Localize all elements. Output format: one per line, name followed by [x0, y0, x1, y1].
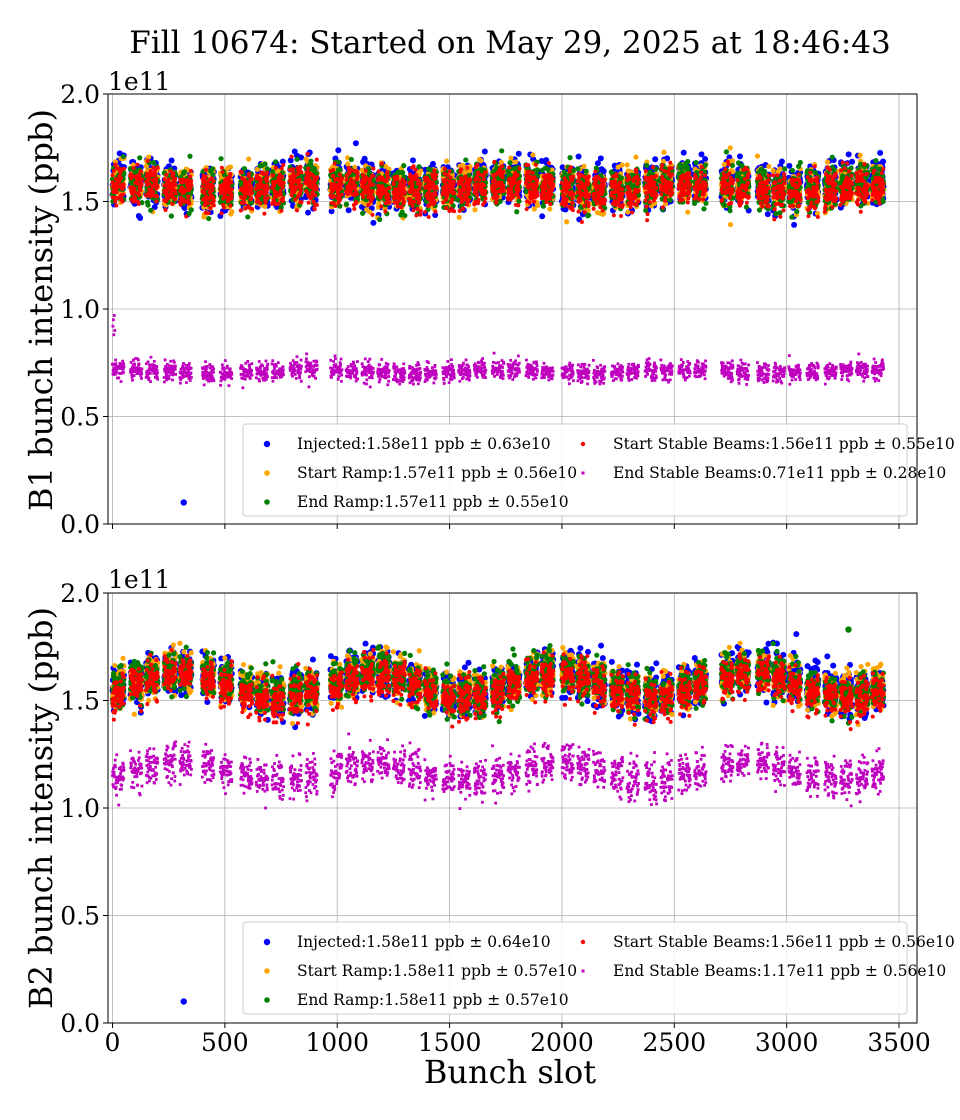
- data-point: [778, 158, 785, 165]
- data-point: [766, 163, 772, 170]
- data-point: [472, 207, 478, 213]
- data-point: [345, 161, 351, 167]
- data-point: [597, 155, 604, 162]
- data-point: [343, 201, 350, 207]
- data-point: [209, 166, 216, 172]
- data-point: [206, 215, 212, 222]
- data-point: [680, 149, 687, 156]
- data-point: [564, 219, 570, 225]
- data-point: [181, 169, 188, 175]
- data-point: [262, 161, 268, 167]
- data-point: [370, 219, 377, 226]
- data-point: [137, 155, 143, 161]
- data-point: [345, 207, 352, 214]
- outlier-point: [180, 499, 187, 506]
- data-point: [151, 159, 157, 166]
- data-point: [264, 166, 270, 172]
- data-point: [880, 158, 887, 165]
- data-point: [279, 158, 286, 165]
- data-point: [877, 149, 884, 156]
- data-point: [218, 156, 224, 162]
- data-point: [661, 149, 667, 155]
- data-point: [530, 152, 536, 158]
- data-point: [824, 159, 831, 165]
- data-point: [246, 156, 252, 162]
- data-point: [262, 203, 268, 209]
- data-point: [187, 153, 193, 159]
- data-point: [462, 170, 468, 176]
- data-point: [625, 209, 631, 215]
- data-point: [513, 159, 519, 165]
- data-point: [575, 153, 582, 160]
- data-point: [181, 204, 188, 211]
- data-point: [619, 162, 625, 168]
- data-point: [498, 159, 504, 165]
- data-point: [481, 148, 488, 155]
- data-point: [294, 156, 300, 162]
- data-point: [777, 166, 783, 172]
- data-point: [229, 209, 235, 215]
- data-point: [727, 145, 733, 151]
- data-point: [146, 154, 152, 160]
- data-point: [729, 158, 736, 164]
- data-point: [736, 153, 743, 160]
- data-point: [857, 152, 863, 158]
- data-point: [539, 213, 546, 220]
- data-point: [337, 167, 343, 173]
- data-point: [770, 168, 776, 174]
- data-point: [727, 221, 734, 228]
- data-point: [227, 164, 234, 170]
- data-point: [764, 211, 771, 218]
- data-point: [335, 147, 342, 154]
- data-point: [287, 157, 294, 164]
- data-point: [456, 214, 462, 220]
- data-point: [515, 150, 522, 157]
- data-point: [273, 159, 279, 165]
- data-point: [151, 204, 158, 211]
- data-point: [120, 153, 126, 160]
- data-point: [352, 140, 359, 147]
- data-point: [685, 209, 691, 215]
- data-point: [624, 162, 630, 168]
- data-point: [308, 158, 314, 164]
- data-point: [305, 209, 312, 216]
- data-point: [849, 158, 856, 165]
- data-point: [348, 156, 354, 163]
- data-point: [534, 202, 541, 208]
- data-point: [478, 158, 484, 164]
- data-point: [148, 207, 154, 213]
- data-point: [652, 156, 659, 163]
- data-point: [241, 166, 248, 172]
- data-point: [429, 160, 436, 167]
- data-point: [702, 155, 709, 162]
- data-point: [754, 153, 761, 159]
- chart-title: Fill 10674: Started on May 29, 2025 at 1…: [129, 25, 891, 61]
- data-point: [581, 163, 587, 169]
- data-point: [168, 157, 175, 164]
- b1-data-points: [109, 140, 887, 506]
- data-point: [444, 158, 450, 164]
- data-point: [188, 207, 194, 213]
- data-point: [245, 214, 251, 220]
- data-point: [845, 151, 852, 158]
- b1-panel: 0.00.51.01.52.0 1e11 B1 bunch intensity …: [22, 67, 955, 539]
- data-point: [409, 157, 416, 164]
- data-point: [633, 154, 639, 160]
- data-point: [137, 215, 144, 222]
- data-point: [786, 162, 793, 169]
- data-point: [791, 221, 798, 228]
- data-point: [547, 206, 553, 212]
- data-point: [168, 213, 174, 219]
- data-point: [145, 202, 151, 208]
